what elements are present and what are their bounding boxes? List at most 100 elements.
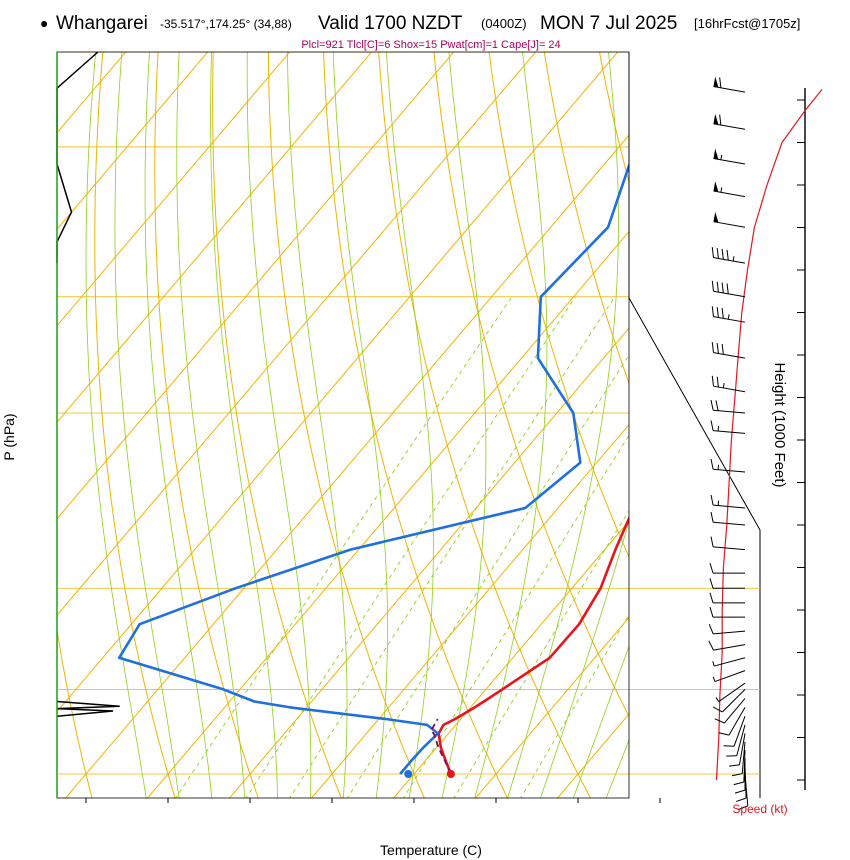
valid-time: Valid 1700 NZDT xyxy=(318,13,463,34)
isotherm-line xyxy=(57,52,455,520)
valid-date: MON 7 Jul 2025 xyxy=(540,13,677,34)
wind-barb-staff xyxy=(738,733,746,765)
wind-barb xyxy=(712,670,746,683)
wind-barb xyxy=(712,689,746,713)
isotherm-line xyxy=(638,0,850,799)
background-lines xyxy=(0,0,850,799)
dry-adiabat-line xyxy=(433,52,629,718)
wind-barb xyxy=(709,592,745,604)
wind-barb xyxy=(710,536,746,551)
surface-temperature-marker xyxy=(446,770,455,778)
wind-barb xyxy=(711,306,746,323)
speed-axis-label: Speed (kt) xyxy=(732,802,787,816)
wind-barb-feather xyxy=(708,640,714,651)
wind-barb-feather xyxy=(709,592,714,604)
wind-barb-staff xyxy=(713,257,746,264)
temperature-line xyxy=(437,515,629,775)
wind-barb-staff xyxy=(714,670,746,683)
wind-barb xyxy=(711,280,746,298)
wind-barb-feather xyxy=(716,281,719,293)
wind-barb xyxy=(711,342,746,359)
wind-barb-feather xyxy=(711,306,714,317)
isotherm-line xyxy=(57,52,619,713)
wind-barb-flag xyxy=(713,113,719,125)
dry-adiabat-line xyxy=(685,0,850,799)
dry-adiabat-line xyxy=(840,0,850,799)
wind-barb-flag xyxy=(713,148,719,160)
wind-barb-feather xyxy=(721,307,724,319)
wind-barb-staff xyxy=(743,750,746,783)
wind-barb xyxy=(723,716,746,747)
wind-barb xyxy=(729,733,746,767)
isotherm-line xyxy=(57,52,291,327)
mixing-ratio-line xyxy=(289,296,616,798)
wind-barb-feather xyxy=(721,248,724,260)
dewpoint-line xyxy=(117,161,629,775)
wind-barb-staff xyxy=(713,409,746,414)
wind-barb-staff xyxy=(713,630,746,635)
wind-barb-feather xyxy=(726,249,729,261)
wind-barb xyxy=(708,640,746,651)
isotherm-line xyxy=(310,423,629,798)
wind-barb-feather xyxy=(710,458,714,470)
wind-barb-staff xyxy=(728,707,746,736)
moist-adiabat-line xyxy=(176,52,246,798)
wind-barb-staff xyxy=(713,221,746,228)
moist-adiabat-line xyxy=(572,645,629,798)
isotherm-line xyxy=(57,52,373,424)
wind-barb-feather xyxy=(711,280,714,292)
axes xyxy=(56,51,661,803)
moist-adiabat-line xyxy=(605,739,629,798)
wind-barb xyxy=(711,247,746,264)
wind-barb xyxy=(709,607,745,618)
wind-barb-staff xyxy=(722,689,746,713)
wind-speed-height-line xyxy=(715,89,823,781)
sounding-profiles xyxy=(117,161,629,778)
wind-barb-staff xyxy=(736,724,746,756)
wind-height-panel xyxy=(628,52,823,811)
wind-barb-staff xyxy=(713,644,746,651)
moist-adiabat-line xyxy=(114,52,180,798)
wind-barb-staff xyxy=(713,504,746,509)
wind-barb-staff xyxy=(713,385,746,393)
wind-barb-staff xyxy=(713,352,746,359)
moist-adiabat-line xyxy=(441,52,487,798)
wind-barb-staff xyxy=(713,157,746,165)
y-axis-label: P (hPa) xyxy=(1,413,17,460)
wind-barb-feather xyxy=(733,781,745,786)
wind-barb-feather xyxy=(715,400,719,411)
dry-adiabat-line xyxy=(57,627,93,798)
moist-adiabat-line xyxy=(144,52,213,798)
isotherm-line xyxy=(474,616,629,798)
wind-barb-half-feather xyxy=(712,676,716,682)
isotherm-line xyxy=(392,520,629,798)
wind-barb xyxy=(709,578,745,589)
moist-adiabat-line xyxy=(246,52,312,798)
wind-barb-staff xyxy=(718,682,746,702)
forecast-info: [16hrFcst@1705z] xyxy=(694,16,800,31)
wind-barb-feather xyxy=(711,342,714,353)
wind-barb-half-feather xyxy=(722,382,725,389)
dry-adiabat-line xyxy=(0,0,12,799)
wind-barb-feather xyxy=(718,732,730,736)
wind-barb xyxy=(718,707,746,736)
utc-time: (0400Z) xyxy=(481,16,527,31)
wind-barb-flag xyxy=(713,211,719,223)
wind-barb xyxy=(710,420,746,434)
dry-adiabat-line xyxy=(378,52,592,798)
station-coords: -35.517°,174.25° (34,88) xyxy=(160,17,292,31)
wind-barb xyxy=(710,511,746,526)
x-axis-label: Temperature (C) xyxy=(380,842,482,858)
wind-barb xyxy=(711,375,746,393)
wind-barb-feather xyxy=(721,343,724,355)
wind-barb-feather xyxy=(716,343,719,354)
wind-barb-feather xyxy=(711,375,714,387)
wind-barb-feather xyxy=(710,399,714,411)
dry-adiabat-line xyxy=(212,52,342,798)
moist-adiabat-line xyxy=(638,0,850,799)
wind-barb-feather xyxy=(723,745,735,747)
wind-barb xyxy=(709,562,745,574)
wind-barb-staff xyxy=(713,657,746,667)
wind-barb-staff xyxy=(713,316,746,323)
